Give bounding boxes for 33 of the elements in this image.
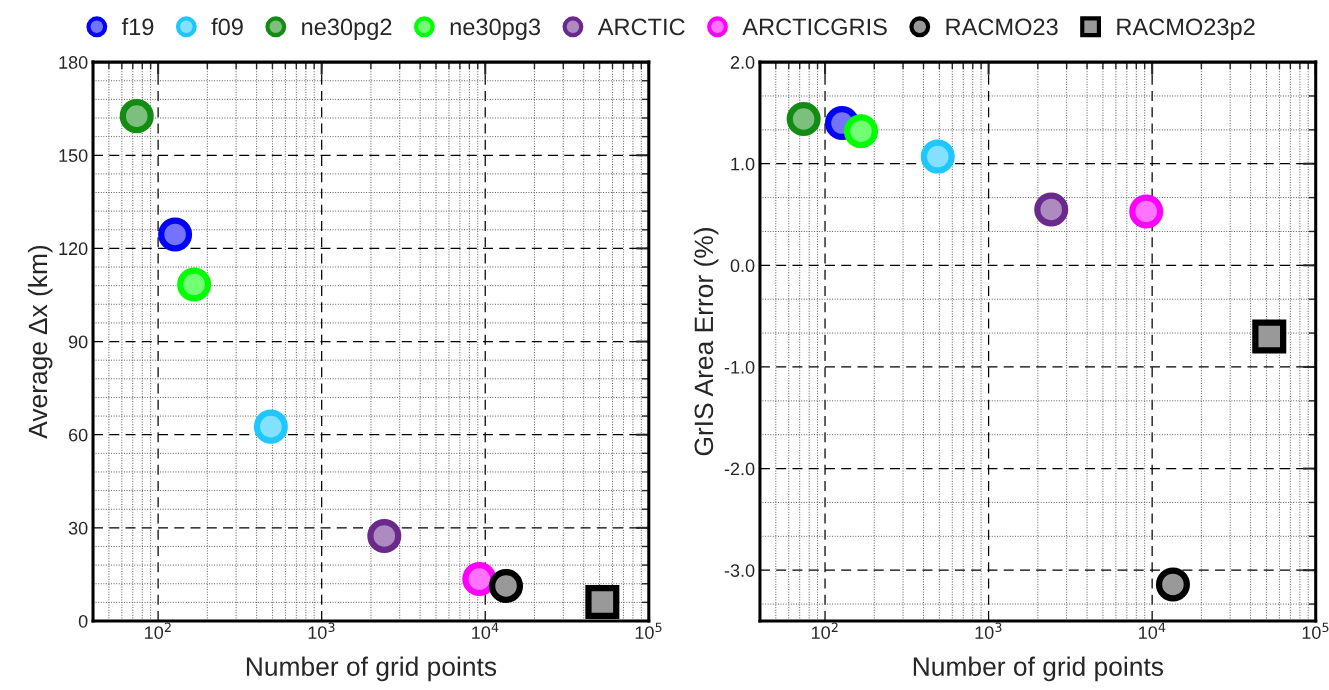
legend-label: ne30pg3 [450, 18, 541, 40]
y-tick-label: 1.0 [731, 157, 755, 171]
x-axis-title: Number of grid points [246, 656, 497, 682]
legend-label: RACMO23p2 [1117, 18, 1255, 40]
x-tick-label: 10$^{4}$ [472, 622, 499, 639]
y-tick-label: 90 [68, 335, 88, 349]
y-tick-label: 0.0 [730, 259, 755, 273]
y-tick-label: -3.0 [724, 564, 755, 577]
x-tick-label: 10$^{5}$ [635, 622, 662, 639]
legend-label: f19 [121, 17, 154, 36]
legend-label: RACMO23 [946, 18, 1058, 36]
y-axis-title: Average Δx (km) [27, 245, 53, 439]
legend-label: ne30pg2 [302, 18, 392, 40]
x-tick-label: 10$^{5}$ [1302, 622, 1329, 639]
legend-label: ARCTICGRIS [742, 18, 887, 36]
legend-label: ARCTIC [597, 18, 685, 36]
y-tick-label: 180 [59, 56, 88, 69]
x-tick-label: 10$^{4}$ [1139, 622, 1166, 639]
y-tick-label: 2.0 [730, 56, 755, 69]
y-tick-label: 30 [68, 521, 88, 535]
x-tick-label: 10$^{3}$ [975, 622, 1002, 639]
x-tick-label: 10$^{2}$ [811, 622, 838, 639]
y-tick-label: -2.0 [724, 462, 755, 476]
y-tick-label: 150 [59, 149, 88, 162]
x-tick-label: 10$^{3}$ [308, 622, 335, 639]
y-axis-title: GrIS Area Error (%) [693, 228, 719, 456]
y-tick-label: 0 [78, 614, 88, 628]
legend-label: f09 [211, 17, 243, 36]
y-tick-label: -1.0 [724, 360, 755, 374]
y-tick-label: 60 [69, 428, 88, 442]
x-axis-title: Number of grid points [913, 656, 1164, 682]
x-tick-label: 10$^{2}$ [145, 622, 171, 639]
y-tick-label: 120 [59, 242, 88, 256]
